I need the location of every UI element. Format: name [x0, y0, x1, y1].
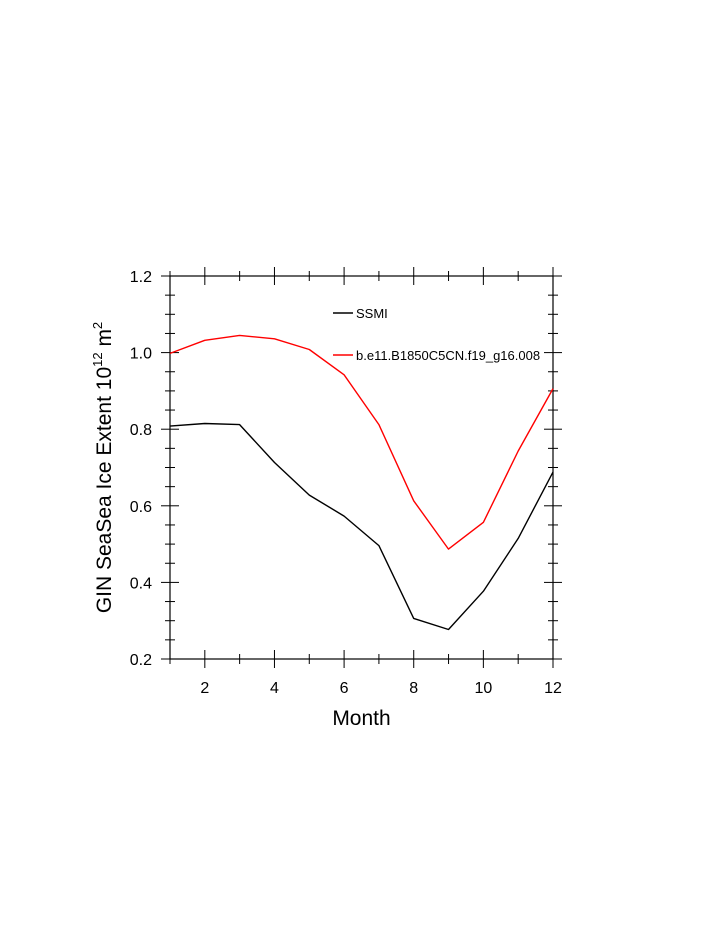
legend-label: b.e11.B1850C5CN.f19_g16.008	[356, 348, 540, 363]
legend-label: SSMI	[356, 306, 388, 321]
axis-labels: Month GIN SeaSea Ice Extent 1012 m2	[90, 322, 391, 730]
y-axis-title-exponent-1: 12	[90, 352, 105, 366]
plot-area: 2 4 6 8 10 12 0.2 0.4 0.6 0.8 1.0 1.2	[130, 267, 562, 697]
y-tick-label: 0.8	[130, 422, 152, 439]
legend: SSMI b.e11.B1850C5CN.f19_g16.008	[333, 306, 540, 363]
y-tick-label: 0.4	[130, 575, 152, 592]
x-tick-label: 4	[270, 680, 279, 697]
x-tick-label: 10	[474, 680, 492, 697]
y-axis-title-exponent-2: 2	[90, 322, 105, 329]
plot-frame	[169, 275, 554, 660]
series-line-model	[169, 334, 554, 550]
x-tick-label: 6	[340, 680, 349, 697]
x-tick-label: 8	[409, 680, 418, 697]
y-tick-label: 1.0	[130, 346, 152, 363]
y-axis-title-unit: m	[93, 329, 116, 352]
y-axis-title-text: GIN SeaSea Ice Extent 10	[93, 367, 116, 613]
x-tick-label: 12	[544, 680, 562, 697]
y-axis-title: GIN SeaSea Ice Extent 1012 m2	[90, 322, 116, 613]
series-line-ssmi	[169, 422, 554, 631]
y-tick-label: 0.6	[130, 499, 152, 516]
series-group	[169, 334, 554, 631]
x-tick-label: 2	[200, 680, 209, 697]
y-tick-label: 1.2	[130, 269, 152, 286]
x-axis-title: Month	[332, 707, 390, 730]
y-tick-label: 0.2	[130, 652, 152, 669]
